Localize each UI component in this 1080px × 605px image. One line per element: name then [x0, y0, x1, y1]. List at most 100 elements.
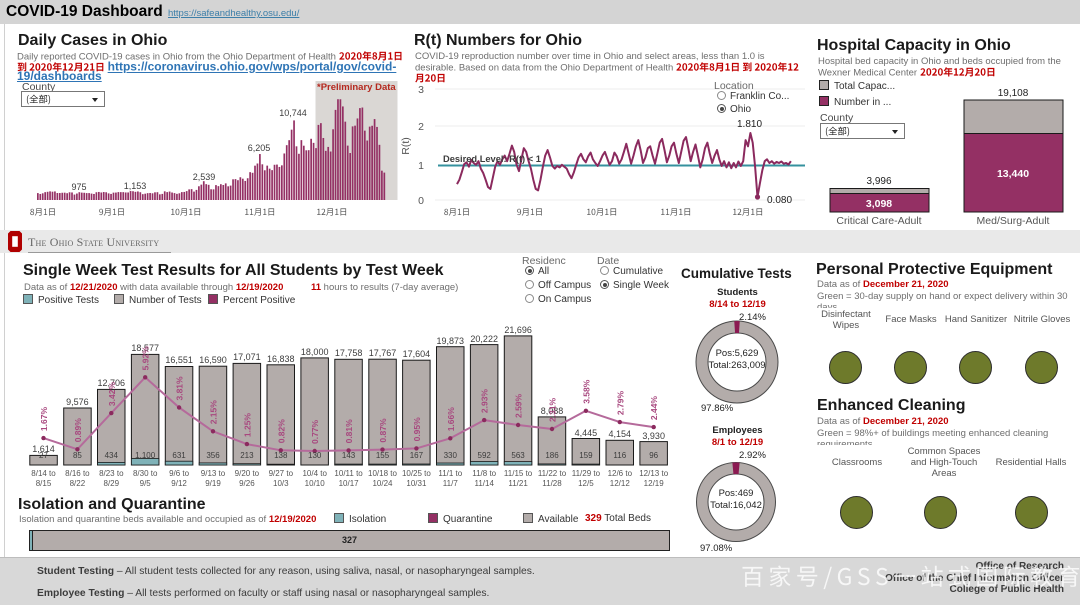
svg-text:16,551: 16,551	[165, 355, 193, 365]
svg-text:167: 167	[410, 451, 424, 460]
svg-text:3,996: 3,996	[866, 176, 891, 187]
svg-text:Critical Care-Adult: Critical Care-Adult	[836, 215, 921, 227]
svg-text:27: 27	[39, 451, 48, 460]
svg-text:0.81%: 0.81%	[344, 419, 354, 444]
svg-text:Pos:5,629: Pos:5,629	[716, 348, 759, 359]
svg-text:10/18 to: 10/18 to	[368, 469, 397, 478]
svg-text:2.59%: 2.59%	[514, 393, 524, 418]
svg-text:12/12: 12/12	[610, 479, 631, 488]
svg-text:116: 116	[613, 451, 626, 460]
svg-text:9/5: 9/5	[140, 479, 152, 488]
svg-text:9/6 to: 9/6 to	[169, 469, 190, 478]
svg-text:0.89%: 0.89%	[73, 418, 83, 443]
svg-text:8/22: 8/22	[70, 479, 86, 488]
svg-text:21,696: 21,696	[504, 325, 532, 335]
svg-text:10/4 to: 10/4 to	[302, 469, 327, 478]
svg-text:0.95%: 0.95%	[412, 417, 422, 442]
svg-text:12/6 to: 12/6 to	[608, 469, 633, 478]
svg-text:8,088: 8,088	[541, 406, 564, 416]
svg-text:8/23 to: 8/23 to	[99, 469, 124, 478]
svg-text:16,590: 16,590	[199, 355, 227, 365]
svg-text:10/11 to: 10/11 to	[334, 469, 363, 478]
svg-text:0: 0	[418, 195, 424, 207]
svg-text:11/8 to: 11/8 to	[472, 469, 496, 478]
svg-text:1: 1	[418, 160, 424, 172]
svg-text:11/15 to: 11/15 to	[504, 469, 533, 478]
svg-text:9/20 to: 9/20 to	[235, 469, 260, 478]
svg-text:R(t): R(t)	[400, 137, 412, 155]
svg-text:1.25%: 1.25%	[242, 413, 252, 438]
svg-text:6,205: 6,205	[248, 143, 271, 153]
svg-text:10/10: 10/10	[305, 479, 326, 488]
svg-text:356: 356	[206, 451, 220, 460]
svg-text:10/24: 10/24	[372, 479, 393, 488]
svg-text:143: 143	[342, 451, 356, 460]
svg-text:592: 592	[478, 451, 492, 460]
svg-text:2: 2	[418, 121, 424, 133]
svg-text:330: 330	[444, 451, 458, 460]
svg-text:10/17: 10/17	[339, 479, 360, 488]
svg-text:3: 3	[418, 84, 424, 96]
svg-text:2.15%: 2.15%	[209, 400, 219, 425]
svg-text:9/13 to: 9/13 to	[201, 469, 226, 478]
svg-text:0.77%: 0.77%	[310, 419, 320, 444]
svg-text:10/25 to: 10/25 to	[402, 469, 431, 478]
svg-text:4,154: 4,154	[609, 429, 632, 439]
svg-text:18,000: 18,000	[301, 347, 329, 357]
svg-text:975: 975	[71, 182, 86, 192]
svg-text:1,614: 1,614	[32, 444, 55, 454]
svg-text:9/26: 9/26	[239, 479, 255, 488]
svg-text:12/19: 12/19	[644, 479, 665, 488]
svg-text:11/28: 11/28	[542, 479, 562, 488]
svg-text:*Preliminary Data: *Preliminary Data	[317, 82, 396, 93]
svg-text:3,098: 3,098	[866, 198, 892, 210]
svg-text:96: 96	[649, 451, 658, 460]
svg-text:0.82%: 0.82%	[276, 419, 286, 444]
svg-text:17,071: 17,071	[233, 352, 261, 362]
svg-text:5.92%: 5.92%	[141, 346, 151, 371]
svg-text:2,539: 2,539	[193, 172, 216, 182]
svg-text:1.810: 1.810	[737, 119, 762, 130]
svg-text:12/5: 12/5	[578, 479, 594, 488]
svg-text:9/19: 9/19	[205, 479, 221, 488]
svg-text:155: 155	[376, 451, 390, 460]
svg-text:0.87%: 0.87%	[378, 418, 388, 443]
svg-text:3.58%: 3.58%	[581, 379, 591, 404]
svg-text:11/1 to: 11/1 to	[438, 469, 462, 478]
svg-text:Pos:469: Pos:469	[719, 488, 754, 499]
svg-text:3.81%: 3.81%	[175, 376, 185, 401]
svg-text:0.080: 0.080	[767, 195, 792, 206]
svg-text:2.44%: 2.44%	[649, 396, 659, 421]
svg-text:2.93%: 2.93%	[480, 389, 490, 414]
svg-text:1.66%: 1.66%	[446, 407, 456, 432]
svg-text:9,576: 9,576	[66, 397, 89, 407]
svg-text:8/29: 8/29	[104, 479, 120, 488]
svg-text:11/21: 11/21	[508, 479, 528, 488]
svg-text:2.31%: 2.31%	[548, 397, 558, 422]
svg-text:8/30 to: 8/30 to	[133, 469, 158, 478]
svg-text:16,838: 16,838	[267, 354, 295, 364]
svg-text:20,222: 20,222	[470, 334, 498, 344]
svg-text:12,706: 12,706	[98, 378, 126, 388]
svg-text:10/31: 10/31	[406, 479, 427, 488]
svg-text:19,873: 19,873	[437, 336, 465, 346]
svg-text:9/12: 9/12	[171, 479, 187, 488]
svg-text:85: 85	[73, 451, 82, 460]
svg-text:11/22 to: 11/22 to	[538, 469, 567, 478]
svg-text:10/3: 10/3	[273, 479, 289, 488]
svg-text:17,758: 17,758	[335, 348, 363, 358]
svg-text:11/29 to: 11/29 to	[572, 469, 601, 478]
svg-text:17,767: 17,767	[369, 348, 397, 358]
svg-text:3.42%: 3.42%	[107, 382, 117, 407]
svg-text:10,744: 10,744	[279, 108, 307, 118]
svg-text:17,604: 17,604	[403, 349, 431, 359]
svg-text:11/7: 11/7	[443, 479, 459, 488]
svg-text:434: 434	[105, 451, 119, 460]
svg-text:213: 213	[240, 451, 254, 460]
svg-text:Total:16,042: Total:16,042	[710, 500, 762, 511]
svg-text:8/16 to: 8/16 to	[65, 469, 90, 478]
svg-text:12/13 to: 12/13 to	[639, 469, 668, 478]
svg-text:8/15: 8/15	[36, 479, 52, 488]
svg-text:159: 159	[579, 451, 593, 460]
svg-text:19,108: 19,108	[998, 88, 1029, 99]
